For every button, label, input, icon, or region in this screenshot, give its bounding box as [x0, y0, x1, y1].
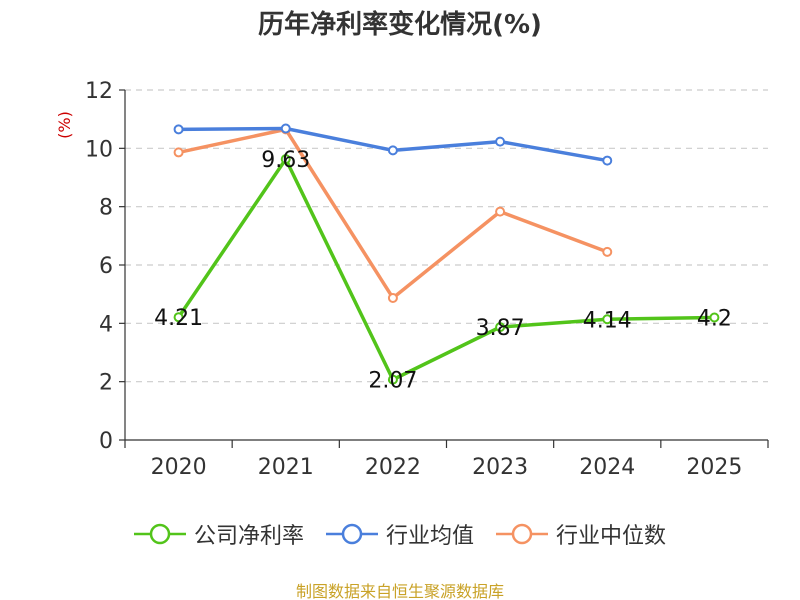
data-point	[387, 145, 398, 156]
data-point	[173, 147, 184, 158]
data-label: 4.2	[697, 307, 732, 332]
y-tick-label: 6	[99, 254, 113, 279]
legend-marker-industry-mean	[325, 523, 378, 545]
data-point	[495, 206, 506, 217]
data-label: 4.21	[154, 306, 203, 331]
legend-circle	[149, 523, 171, 545]
data-point	[709, 312, 720, 323]
data-point	[602, 314, 613, 325]
data-point	[280, 123, 291, 134]
series-line-0	[177, 157, 715, 382]
data-point	[280, 154, 291, 165]
legend-label-industry-mean: 行业均值	[385, 524, 474, 549]
x-tick-label: 2021	[258, 455, 314, 480]
data-label: 4.14	[583, 308, 632, 333]
data-point	[495, 136, 506, 147]
chart-title: 历年净利率变化情况(%)	[258, 10, 542, 40]
legend-marker-industry-median	[496, 523, 548, 545]
y-tick-label: 4	[99, 312, 113, 337]
legend-item-industry-median[interactable]: 行业中位数	[496, 518, 666, 550]
y-tick-label: 2	[99, 371, 113, 396]
data-point	[602, 246, 613, 257]
legend: 公司净利率 行业均值 行业中位数	[0, 518, 800, 550]
data-point	[495, 322, 506, 333]
x-tick-label: 2023	[472, 455, 528, 480]
x-tick-label: 2022	[365, 455, 421, 480]
x-tick-label: 2020	[151, 455, 207, 480]
legend-circle	[511, 523, 533, 545]
y-tick-label: 10	[85, 137, 113, 162]
x-tick-label: 2024	[579, 455, 635, 480]
data-label: 9.63	[261, 148, 310, 173]
series-line-1	[178, 126, 608, 163]
data-point	[387, 292, 398, 303]
data-point	[602, 155, 613, 166]
y-tick-label: 12	[85, 79, 113, 104]
x-tick-label: 2025	[686, 455, 742, 480]
legend-label-company: 公司净利率	[193, 524, 304, 549]
data-point	[387, 374, 398, 385]
y-tick-label: 0	[99, 429, 113, 454]
data-point	[173, 124, 184, 135]
data-label: 2.07	[368, 369, 417, 394]
legend-marker-company	[133, 523, 186, 545]
data-point	[173, 312, 184, 323]
legend-circle	[341, 523, 363, 545]
legend-item-company[interactable]: 公司净利率	[133, 518, 304, 550]
source-note: 制图数据来自恒生聚源数据库	[295, 582, 504, 600]
y-axis-label: (%)	[55, 111, 74, 139]
legend-item-industry-mean[interactable]: 行业均值	[325, 518, 474, 550]
legend-label-industry-median: 行业中位数	[556, 524, 667, 549]
y-tick-label: 8	[99, 196, 113, 221]
data-label: 3.87	[476, 316, 525, 341]
